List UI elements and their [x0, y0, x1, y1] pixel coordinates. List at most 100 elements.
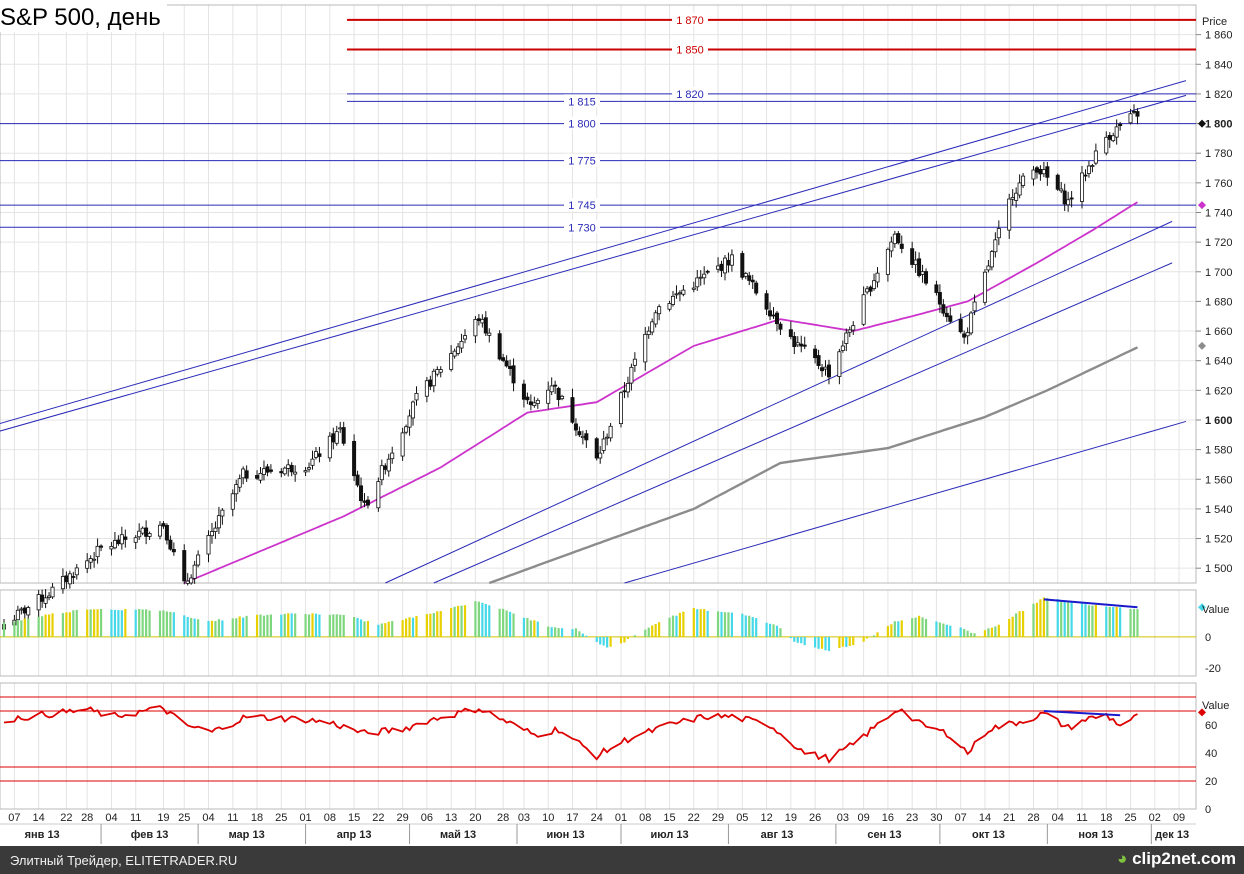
time-axis-day-label: 29 [712, 812, 724, 824]
candle [740, 250, 745, 280]
candle [719, 260, 724, 277]
price-axis-tick-label: 1 640 [1205, 356, 1233, 368]
time-axis-day-label: 28 [1027, 812, 1039, 824]
candle [355, 470, 360, 488]
candle [352, 434, 357, 482]
candle-body [653, 312, 658, 325]
candle [43, 589, 48, 609]
brand[interactable]: ◕ clip2net.com [1117, 849, 1236, 869]
candle [237, 474, 242, 493]
candle [303, 467, 308, 476]
candle-body [944, 312, 949, 318]
candle-body [480, 319, 485, 324]
candle-body [1045, 166, 1050, 178]
candle [1031, 166, 1036, 186]
trend-line [0, 80, 1187, 425]
time-axis-day-label: 22 [372, 812, 384, 824]
candle-body [255, 475, 260, 479]
time-axis-day-label: 04 [202, 812, 214, 824]
candle-body [750, 279, 755, 283]
price-axis-tick-label: 1 520 [1205, 534, 1233, 546]
candle-body [556, 387, 561, 400]
candle-body [379, 465, 384, 481]
candle-body [532, 402, 537, 406]
candle [230, 489, 235, 517]
candle [293, 465, 298, 482]
price-axis-tick-label: 1 760 [1205, 178, 1233, 190]
candle-body [67, 573, 72, 585]
candle [778, 321, 783, 336]
candle-body [535, 399, 540, 404]
oscillator-panel [0, 597, 1196, 651]
time-axis-day-label: 09 [858, 812, 870, 824]
candle [341, 421, 346, 446]
candle [1118, 121, 1123, 131]
candle [1014, 187, 1019, 208]
candle-body [826, 364, 831, 378]
candle-body [164, 525, 169, 541]
candle [774, 310, 779, 332]
candle [508, 359, 513, 376]
price-axis-tick-label: 1 500 [1205, 563, 1233, 575]
candle [449, 345, 454, 372]
candle [632, 352, 637, 372]
candle-body [799, 343, 804, 347]
candle-body [487, 332, 492, 336]
candle [255, 470, 260, 481]
candle-body [1093, 150, 1098, 164]
candle [1128, 108, 1133, 125]
candle [213, 521, 218, 539]
candle [85, 553, 90, 574]
candle [799, 335, 804, 353]
candle-body [43, 597, 48, 604]
candle [601, 430, 606, 454]
candle [504, 355, 509, 368]
time-axis-day-label: 02 [1149, 812, 1161, 824]
candle-body [261, 468, 266, 475]
candle [1086, 161, 1091, 178]
candle [674, 285, 679, 299]
time-axis-day-label: 15 [348, 812, 360, 824]
candle-body [331, 433, 336, 443]
candle-body [414, 392, 419, 401]
candle [816, 349, 821, 370]
price-axis-tick-label: 1 540 [1205, 504, 1233, 516]
candle [234, 479, 239, 502]
candle-body [1080, 172, 1085, 202]
candle [36, 589, 41, 619]
candle [646, 326, 651, 339]
footer-bar: Элитный Трейдер, ELITETRADER.RU ◕ clip2n… [0, 846, 1244, 874]
candle [989, 250, 994, 271]
candle-body [473, 318, 478, 337]
level-label-bg [672, 12, 708, 26]
candle [109, 542, 114, 556]
candle [119, 526, 124, 550]
candle [74, 564, 79, 580]
candle [67, 570, 72, 589]
candle-body [1031, 169, 1036, 180]
candle [1059, 181, 1064, 194]
candle-body [196, 554, 201, 566]
price-axis-tick-label: 1 700 [1205, 267, 1233, 279]
candle [313, 447, 318, 460]
candle-body [972, 301, 977, 312]
candle-body [438, 369, 443, 373]
moving-average-short [183, 201, 1138, 584]
candle-body [598, 452, 603, 459]
candle-body [268, 469, 273, 472]
time-axis-month-label: мар 13 [229, 829, 265, 841]
candle-body [889, 241, 894, 252]
candle-body [476, 318, 481, 322]
candle [962, 330, 967, 344]
time-axis-day-label: 18 [1100, 812, 1112, 824]
candle-body [913, 259, 918, 266]
time-axis-day-label: 22 [60, 812, 72, 824]
candle-body [768, 310, 773, 317]
candle [310, 450, 315, 470]
candle-body [289, 465, 294, 473]
price-axis-marker [1198, 341, 1206, 350]
candle [386, 453, 391, 477]
candle-body [885, 248, 890, 275]
candle [1062, 183, 1067, 211]
candle [64, 571, 69, 589]
